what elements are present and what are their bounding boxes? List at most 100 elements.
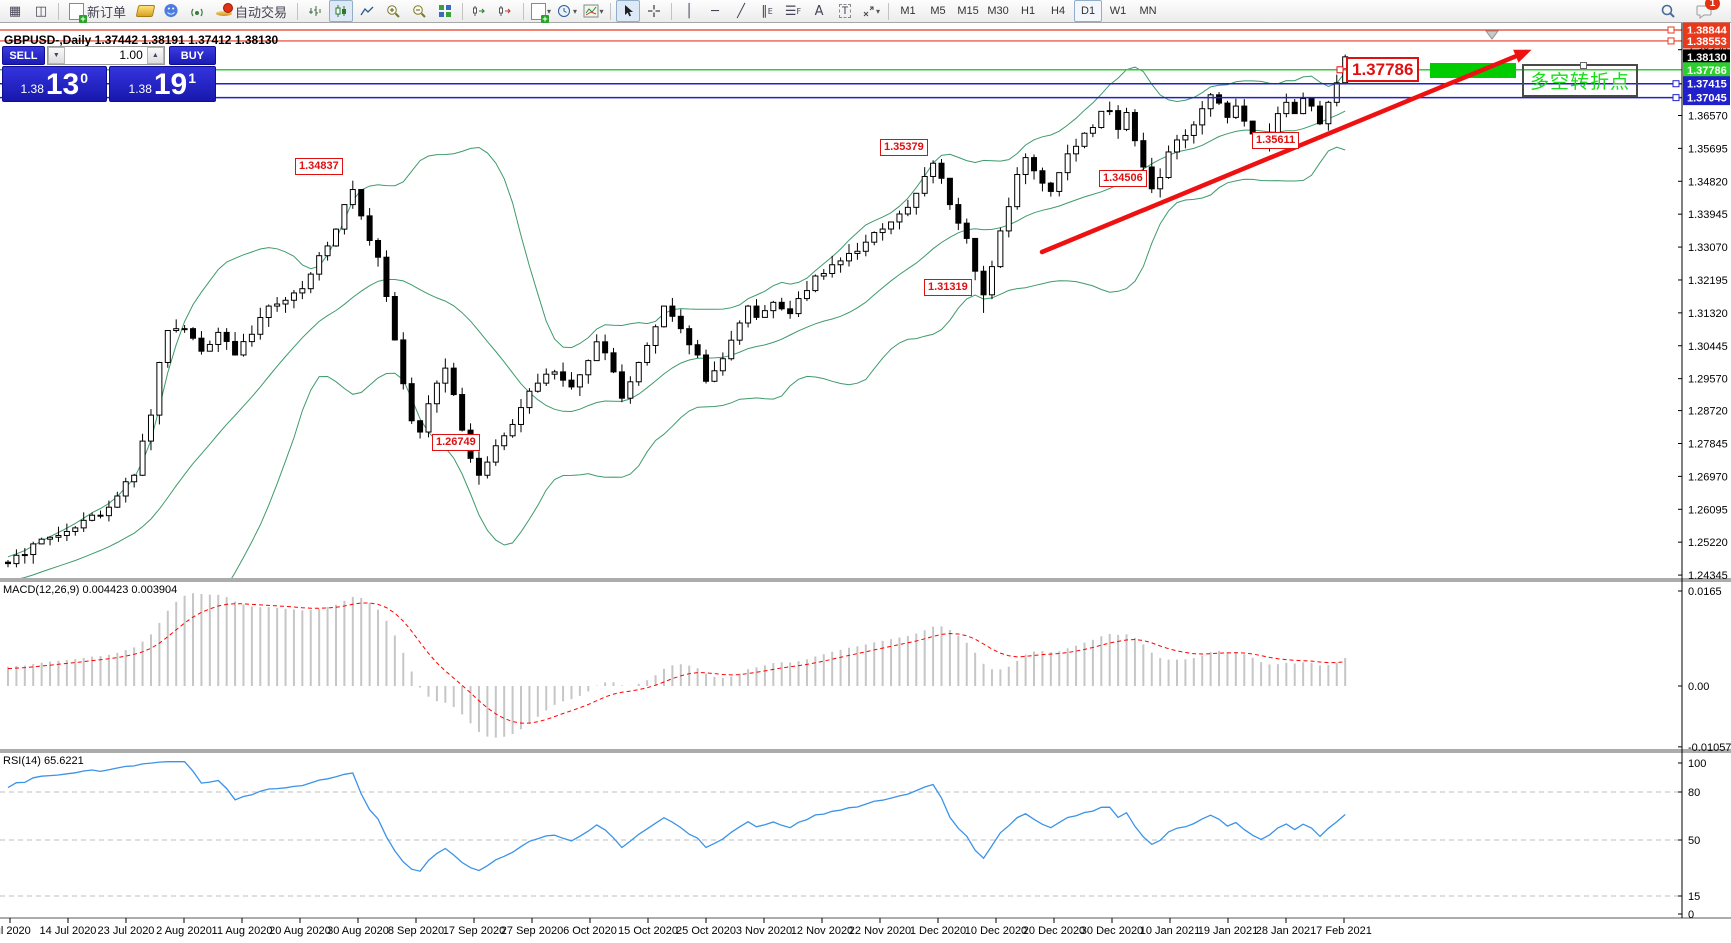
price-annotation[interactable]: 1.37786 xyxy=(1346,57,1420,82)
cursor-button[interactable] xyxy=(616,0,641,22)
price-annotation[interactable]: 1.31319 xyxy=(924,279,972,296)
candle xyxy=(1064,153,1071,174)
horizontal-line-button[interactable]: ─ xyxy=(703,0,727,22)
zoom-out-button[interactable] xyxy=(407,0,431,22)
macd-panel[interactable] xyxy=(7,593,1347,738)
candle xyxy=(669,305,676,317)
candle xyxy=(938,162,945,179)
profiles-icon: ◫ xyxy=(34,3,48,19)
tile-windows-button[interactable] xyxy=(433,0,457,22)
note-text-object[interactable]: 多空转折点 xyxy=(1522,62,1638,97)
price-annotation[interactable]: 1.34506 xyxy=(1099,170,1147,187)
svg-text:0.00: 0.00 xyxy=(1688,681,1709,693)
signal-button[interactable] xyxy=(185,0,209,22)
equidistant-channel-icon: ∥ xyxy=(761,3,768,19)
line-handle[interactable] xyxy=(1667,26,1675,34)
chart-shift-button[interactable] xyxy=(494,0,518,22)
buy-button[interactable]: BUY xyxy=(168,46,216,65)
candle xyxy=(1241,105,1248,122)
line-handle[interactable] xyxy=(1667,37,1675,45)
object-anchor-marker[interactable] xyxy=(1485,30,1499,40)
candle xyxy=(627,381,634,399)
tf-h4-button[interactable]: H4 xyxy=(1051,5,1066,17)
line-handle[interactable] xyxy=(1672,94,1680,102)
templates-button[interactable]: ▾ xyxy=(581,0,605,22)
channel-button[interactable]: ∥ E xyxy=(761,3,773,19)
toolbar-separator xyxy=(297,2,299,20)
candle xyxy=(215,331,222,345)
candle xyxy=(635,361,642,383)
volume-decrease-button[interactable]: ▼ xyxy=(47,47,65,64)
tf-w1-button[interactable]: W1 xyxy=(1109,5,1127,17)
candle xyxy=(997,230,1004,268)
fibonacci-button[interactable]: ☰ F xyxy=(784,3,802,19)
price-annotation[interactable]: 1.35611 xyxy=(1252,132,1300,149)
autotrading-button[interactable]: 自动交易 xyxy=(211,0,292,22)
line-chart-button[interactable] xyxy=(355,0,379,22)
volume-input[interactable]: 1.00 xyxy=(119,48,143,62)
vertical-line-button[interactable]: │ xyxy=(677,0,701,22)
tf-d1-button[interactable]: D1 xyxy=(1074,0,1103,22)
tf-mn-button[interactable]: MN xyxy=(1139,5,1157,17)
trendline-button[interactable]: ╱ xyxy=(729,0,753,22)
candle xyxy=(1148,166,1155,190)
buy-price-panel[interactable]: 1.38 19 1 xyxy=(108,66,216,102)
zoom-in-button[interactable] xyxy=(381,0,405,22)
tf-h1-button[interactable]: H1 xyxy=(1021,5,1036,17)
one-click-trading-panel: SELL ▼ 1.00 ▲ BUY 1.38 13 0 1.38 19 1 xyxy=(2,46,216,102)
tf-m5-button[interactable]: M5 xyxy=(930,5,946,17)
price-annotation[interactable]: 1.34837 xyxy=(295,158,343,175)
candle xyxy=(1182,134,1189,141)
buy-price-sup: 1 xyxy=(188,70,197,86)
svg-text:1.37045: 1.37045 xyxy=(1687,93,1727,105)
candle xyxy=(660,305,667,328)
volume-spinner: ▼ 1.00 ▲ xyxy=(46,46,165,65)
tf-m30-button[interactable]: M30 xyxy=(987,5,1009,17)
new-order-button[interactable]: + 新订单 xyxy=(64,0,131,23)
search-button[interactable] xyxy=(1656,0,1680,22)
periods-button[interactable]: ▾ xyxy=(555,0,579,22)
candle xyxy=(341,204,348,230)
rsi-panel[interactable] xyxy=(0,761,1682,897)
sell-price-panel[interactable]: 1.38 13 0 xyxy=(2,66,107,102)
trend-arrow[interactable] xyxy=(1039,49,1529,255)
text-button[interactable]: A xyxy=(807,0,831,22)
candle xyxy=(1073,145,1080,155)
sell-price-big: 13 xyxy=(45,68,80,101)
candle xyxy=(753,305,760,318)
volume-increase-button[interactable]: ▲ xyxy=(146,47,164,64)
main-toolbar: ▦ ◫ + 新订单 ☻ 自动交易 + ▾ ▾ ▾ │ ─ ╱ ∥ E ☰ F A T … xyxy=(0,0,1731,23)
candlestick-chart-button[interactable] xyxy=(329,0,354,22)
svg-text:30 Aug 2020: 30 Aug 2020 xyxy=(327,925,389,937)
crosshair-button[interactable] xyxy=(642,0,666,22)
tf-m15-button[interactable]: M15 xyxy=(957,5,979,17)
price-annotation[interactable]: 1.26749 xyxy=(432,434,480,451)
arrows-button[interactable]: ▾ xyxy=(859,0,883,22)
candle xyxy=(787,308,794,315)
svg-text:20 Aug 2020: 20 Aug 2020 xyxy=(269,925,331,937)
candle xyxy=(719,358,726,372)
candle xyxy=(652,326,659,346)
toolbar-separator xyxy=(610,2,612,20)
auto-scroll-button[interactable] xyxy=(468,0,492,22)
messenger-button[interactable]: ☻ xyxy=(159,0,183,22)
selection-handle[interactable] xyxy=(1580,62,1587,69)
candle xyxy=(955,204,962,224)
price-annotation[interactable]: 1.35379 xyxy=(880,139,928,156)
sell-button[interactable]: SELL xyxy=(2,46,45,65)
svg-text:14 Jul 2020: 14 Jul 2020 xyxy=(40,925,97,937)
candle xyxy=(459,394,466,431)
new-chart-button[interactable]: ▦ xyxy=(3,0,27,22)
add-indicator-button[interactable]: + ▾ xyxy=(529,0,553,23)
label-anchor[interactable] xyxy=(1336,66,1344,74)
notifications-button[interactable]: 1 xyxy=(1692,0,1720,22)
text-label-button[interactable]: T xyxy=(833,0,857,22)
line-handle[interactable] xyxy=(1672,80,1680,88)
candle xyxy=(383,256,390,298)
bar-chart-button[interactable] xyxy=(303,0,327,22)
profiles-button[interactable]: ◫ xyxy=(29,0,53,22)
candle xyxy=(1005,206,1012,232)
tf-m1-button[interactable]: M1 xyxy=(900,5,916,17)
